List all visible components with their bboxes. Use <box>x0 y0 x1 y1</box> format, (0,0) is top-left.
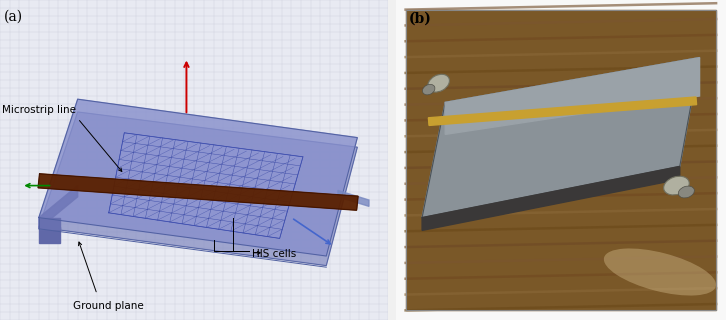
Polygon shape <box>422 166 680 230</box>
Text: HIS cells: HIS cells <box>253 249 297 260</box>
Polygon shape <box>39 186 78 229</box>
Ellipse shape <box>664 176 689 195</box>
Ellipse shape <box>604 248 716 296</box>
Polygon shape <box>338 190 369 206</box>
Text: Microstrip line: Microstrip line <box>2 105 76 116</box>
Polygon shape <box>39 112 357 266</box>
Polygon shape <box>39 227 60 243</box>
Ellipse shape <box>423 84 435 95</box>
Text: Ground plane: Ground plane <box>73 300 144 311</box>
Text: (a): (a) <box>4 10 23 24</box>
Polygon shape <box>38 174 358 210</box>
Polygon shape <box>406 10 716 310</box>
Polygon shape <box>39 99 357 256</box>
Polygon shape <box>428 97 696 125</box>
Polygon shape <box>109 133 303 238</box>
Polygon shape <box>445 58 700 134</box>
Ellipse shape <box>678 186 694 198</box>
Polygon shape <box>422 58 700 218</box>
Ellipse shape <box>428 74 449 92</box>
Text: (b): (b) <box>409 11 432 25</box>
Polygon shape <box>39 218 60 229</box>
Polygon shape <box>396 0 726 320</box>
